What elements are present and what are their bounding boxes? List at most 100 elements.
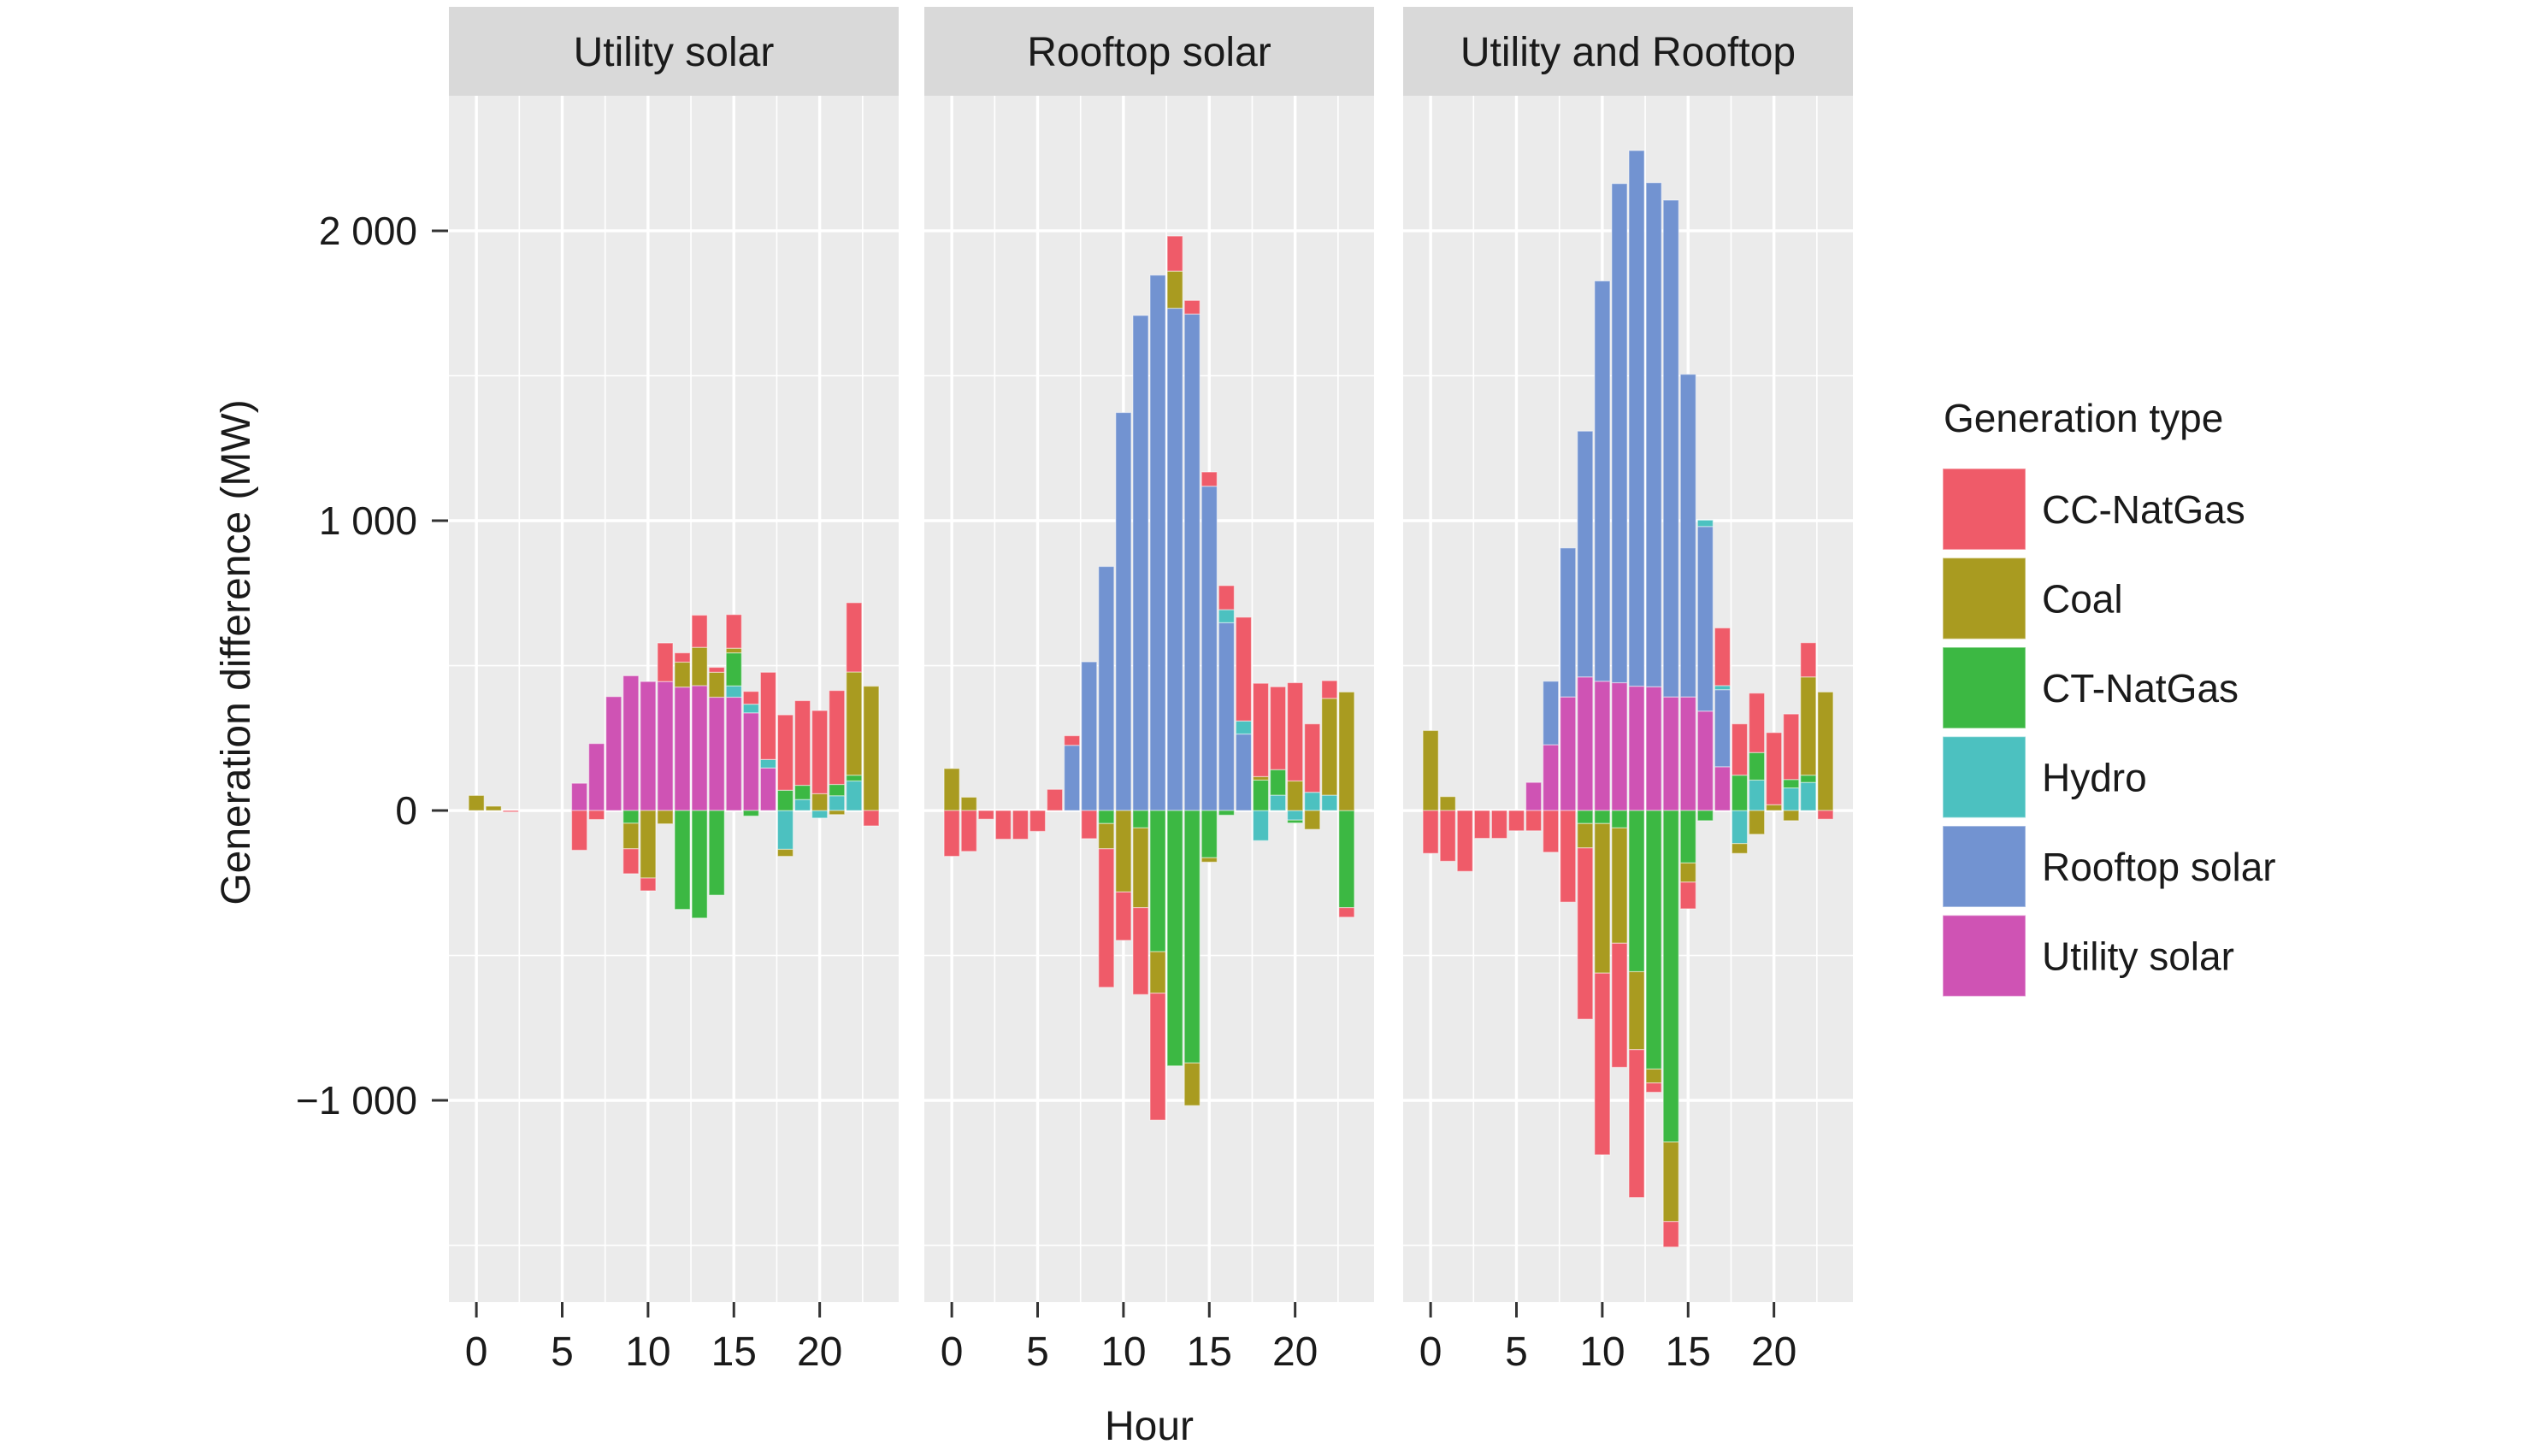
bar-segment-utility-solar	[725, 696, 742, 811]
y-tick-label: −1 000	[296, 1078, 417, 1123]
bar-segment-ct-natgas	[622, 810, 640, 824]
bar-segment-cc-natgas	[1115, 891, 1132, 941]
bar-segment-coal	[725, 647, 742, 654]
bar-segment-utility-solar	[640, 681, 657, 811]
bar-segment-cc-natgas	[811, 710, 829, 794]
bar-segment-coal	[485, 805, 502, 811]
bar-segment-utility-solar	[1560, 696, 1577, 811]
bar-segment-rooftop-solar	[1543, 681, 1560, 746]
bar-segment-hydro	[759, 758, 777, 769]
bar-segment-cc-natgas	[1029, 810, 1047, 833]
bar-segment-cc-natgas	[1577, 847, 1594, 1020]
bar-segment-ct-natgas	[1338, 810, 1355, 909]
bar-segment-utility-solar	[1611, 681, 1628, 811]
bar-segment-cc-natgas	[1731, 723, 1749, 776]
legend-item-ct-natgas: CT-NatGas	[1942, 646, 2239, 729]
bar-segment-coal	[1679, 862, 1696, 883]
bar-segment-cc-natgas	[1473, 810, 1490, 840]
legend-item-hydro: Hydro	[1942, 735, 2147, 819]
bar-segment-coal	[1304, 810, 1321, 830]
bar-segment-coal	[622, 822, 640, 850]
legend-key-swatch	[1942, 468, 2026, 551]
bar-segment-cc-natgas	[1046, 788, 1064, 811]
bar-segment-coal	[1817, 691, 1834, 811]
x-tick-label: 5	[551, 1329, 574, 1375]
bar-segment-cc-natgas	[502, 810, 519, 813]
bar-segment-ct-natgas	[1269, 769, 1287, 796]
panel-background	[924, 96, 1374, 1302]
bar-segment-rooftop-solar	[1201, 486, 1218, 811]
panel-background	[1403, 96, 1853, 1302]
facet-strip	[449, 7, 899, 96]
bar-segment-ct-natgas	[1252, 779, 1270, 811]
bar-segment-utility-solar	[674, 687, 691, 811]
bar-segment-rooftop-solar	[1594, 280, 1611, 682]
bar-segment-cc-natgas	[1081, 810, 1098, 840]
legend-label: CC-NatGas	[2042, 487, 2245, 532]
bar-segment-cc-natgas	[1098, 848, 1115, 988]
bar-segment-coal	[811, 793, 829, 811]
bar-segment-cc-natgas	[1679, 881, 1696, 910]
bar-segment-hydro	[1748, 779, 1766, 811]
bar-segment-utility-solar	[657, 681, 674, 811]
bar-segment-ct-natgas	[691, 810, 708, 919]
bar-segment-cc-natgas	[1064, 734, 1081, 746]
bar-segment-ct-natgas	[1628, 810, 1645, 973]
legend-keys: CC-NatGas Coal CT-NatGas Hydro Rooftop solar…	[1942, 468, 2276, 998]
bar-segment-utility-solar	[1679, 696, 1696, 811]
bar-segment-utility-solar	[1645, 686, 1662, 811]
legend-key-swatch	[1942, 825, 2026, 908]
facet-strip-label: Utility solar	[574, 30, 775, 75]
bar-segment-utility-solar	[1628, 685, 1645, 811]
bar-segment-cc-natgas	[846, 602, 863, 673]
x-tick-label: 10	[625, 1329, 670, 1375]
bar-segment-ct-natgas	[1577, 810, 1594, 824]
bar-segment-utility-solar	[1577, 676, 1594, 811]
legend-item-coal: Coal	[1942, 557, 2123, 640]
bar-segment-utility-solar	[1594, 681, 1611, 811]
bar-segment-rooftop-solar	[1098, 565, 1115, 811]
bar-segment-hydro	[1235, 720, 1253, 735]
bar-segment-cc-natgas	[1543, 810, 1560, 853]
bar-segment-cc-natgas	[1594, 972, 1611, 1156]
legend-label: CT-NatGas	[2042, 666, 2239, 710]
legend-key-swatch	[1942, 735, 2026, 819]
bar-segment-cc-natgas	[1817, 810, 1834, 820]
bar-segment-cc-natgas	[725, 614, 742, 649]
y-tick-label: 1 000	[319, 498, 417, 543]
y-tick-label: 2 000	[319, 209, 417, 253]
bar-segment-ct-natgas	[1201, 810, 1218, 858]
bar-segment-rooftop-solar	[1235, 733, 1253, 811]
bar-segment-cc-natgas	[708, 666, 725, 673]
bar-segment-hydro	[1252, 810, 1270, 841]
bar-segment-cc-natgas	[1748, 693, 1766, 753]
bar-segment-cc-natgas	[1012, 810, 1029, 840]
bar-segment-ct-natgas	[742, 810, 759, 817]
bar-segment-coal	[1800, 676, 1817, 776]
bar-segment-hydro	[811, 810, 829, 819]
bar-segment-ct-natgas	[1731, 775, 1749, 811]
bar-stack-group	[468, 602, 880, 919]
facet-strip	[1403, 7, 1853, 96]
bar-segment-ct-natgas	[708, 810, 725, 896]
bar-segment-ct-natgas	[1783, 779, 1800, 789]
x-tick-label: 15	[1666, 1329, 1711, 1375]
bar-segment-cc-natgas	[1766, 732, 1783, 805]
bar-segment-ct-natgas	[1696, 810, 1714, 822]
legend-key-swatch	[1942, 646, 2026, 729]
bar-segment-hydro	[1269, 794, 1287, 811]
bar-segment-ct-natgas	[1218, 810, 1235, 816]
bar-segment-ct-natgas	[1748, 752, 1766, 781]
bar-segment-rooftop-solar	[1577, 430, 1594, 678]
bar-segment-cc-natgas	[1338, 906, 1355, 918]
bar-segment-coal	[776, 848, 794, 858]
bar-segment-coal	[1662, 1141, 1679, 1223]
bar-segment-hydro	[742, 704, 759, 714]
bar-segment-ct-natgas	[1594, 810, 1611, 824]
x-tick-label: 0	[941, 1329, 964, 1375]
facet-panels: Utility solar 0 5 10 15 20 Rooftop solar 0 5 10 15…	[449, 7, 1853, 1375]
bar-segment-cc-natgas	[793, 699, 811, 787]
bar-segment-cc-natgas	[759, 671, 777, 760]
x-tick-label: 20	[1751, 1329, 1796, 1375]
